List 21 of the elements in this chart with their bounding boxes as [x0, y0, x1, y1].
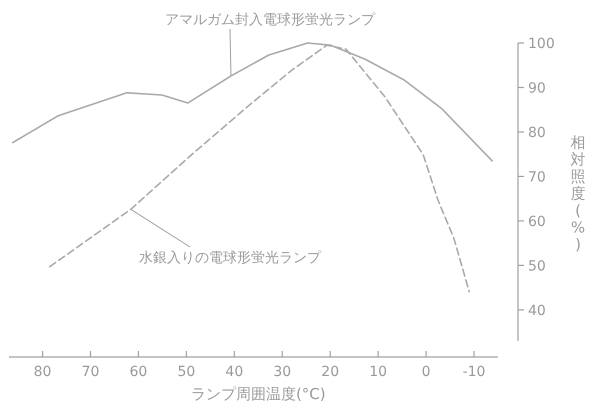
- x-tick-label: 30: [273, 364, 292, 380]
- x-tick-label: -10: [462, 364, 486, 380]
- text: アマルガム封入電球形蛍光ランプ: [165, 12, 376, 28]
- x-tick-label: 50: [177, 364, 196, 380]
- text: 水銀入りの電球形蛍光ランプ: [139, 250, 322, 266]
- y-tick-label: 100: [528, 36, 555, 52]
- x-tick-label: 10: [369, 364, 388, 380]
- y-tick-label: 80: [528, 124, 546, 141]
- x-tick-label: 60: [130, 364, 148, 380]
- x-tick-label: 40: [225, 364, 244, 380]
- y-axis-title: 相対照度(%): [570, 134, 586, 254]
- y-tick-label: 90: [528, 80, 546, 96]
- x-tick-label: 20: [321, 364, 340, 380]
- y-tick-label: 50: [528, 258, 546, 274]
- y-tick-label: 70: [528, 169, 546, 186]
- y-tick-label: 60: [528, 214, 546, 230]
- x-tick-label: 80: [34, 364, 52, 380]
- x-axis-title: ランプ周囲温度(°C): [190, 385, 326, 403]
- x-tick-label: 0: [422, 364, 431, 380]
- x-tick-label: 70: [82, 364, 100, 380]
- y-tick-label: 40: [528, 302, 546, 319]
